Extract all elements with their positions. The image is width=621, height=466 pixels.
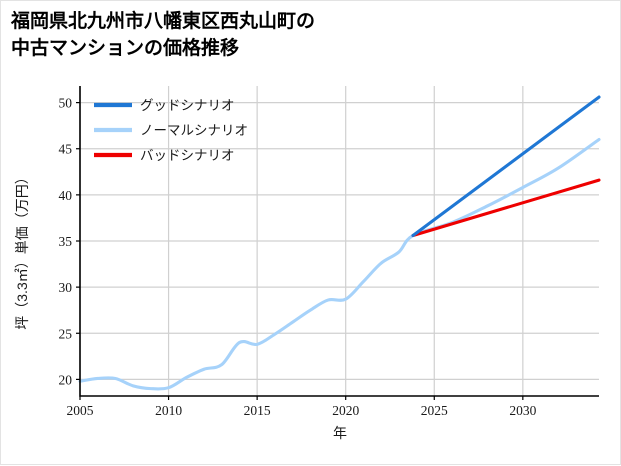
- y-tick-label: 20: [59, 372, 73, 387]
- x-axis-title: 年: [333, 425, 347, 441]
- series-line-グッドシナリオ: [411, 95, 601, 238]
- series-line-バッドシナリオ: [411, 178, 601, 238]
- legend-label: ノーマルシナリオ: [140, 123, 248, 138]
- y-tick-label: 30: [59, 280, 73, 295]
- x-tick-label: 2025: [421, 403, 448, 418]
- series-group: [78, 95, 601, 391]
- y-tick-label: 50: [59, 96, 73, 111]
- x-tick-label: 2010: [155, 403, 182, 418]
- y-tick-label: 25: [59, 326, 73, 341]
- x-tick-label: 2030: [509, 403, 536, 418]
- y-axis-title: 坪（3.3㎡）単価（万円）: [14, 170, 30, 329]
- y-tick-label: 35: [59, 234, 73, 249]
- x-tick-label: 2005: [67, 403, 94, 418]
- page-title: 福岡県北九州市八幡東区西丸山町の 中古マンションの価格推移: [11, 11, 316, 59]
- y-tick-label: 45: [59, 142, 73, 157]
- x-tick-label: 2020: [332, 403, 359, 418]
- x-tick-label: 2015: [244, 403, 271, 418]
- y-tick-label: 40: [59, 188, 73, 203]
- legend-item[interactable]: ノーマルシナリオ: [94, 123, 248, 138]
- series-line-ノーマルシナリオ: [78, 137, 601, 391]
- legend-item[interactable]: バッドシナリオ: [94, 148, 235, 163]
- legend-item[interactable]: グッドシナリオ: [94, 98, 235, 113]
- legend-label: グッドシナリオ: [140, 98, 235, 113]
- legend-label: バッドシナリオ: [140, 148, 235, 163]
